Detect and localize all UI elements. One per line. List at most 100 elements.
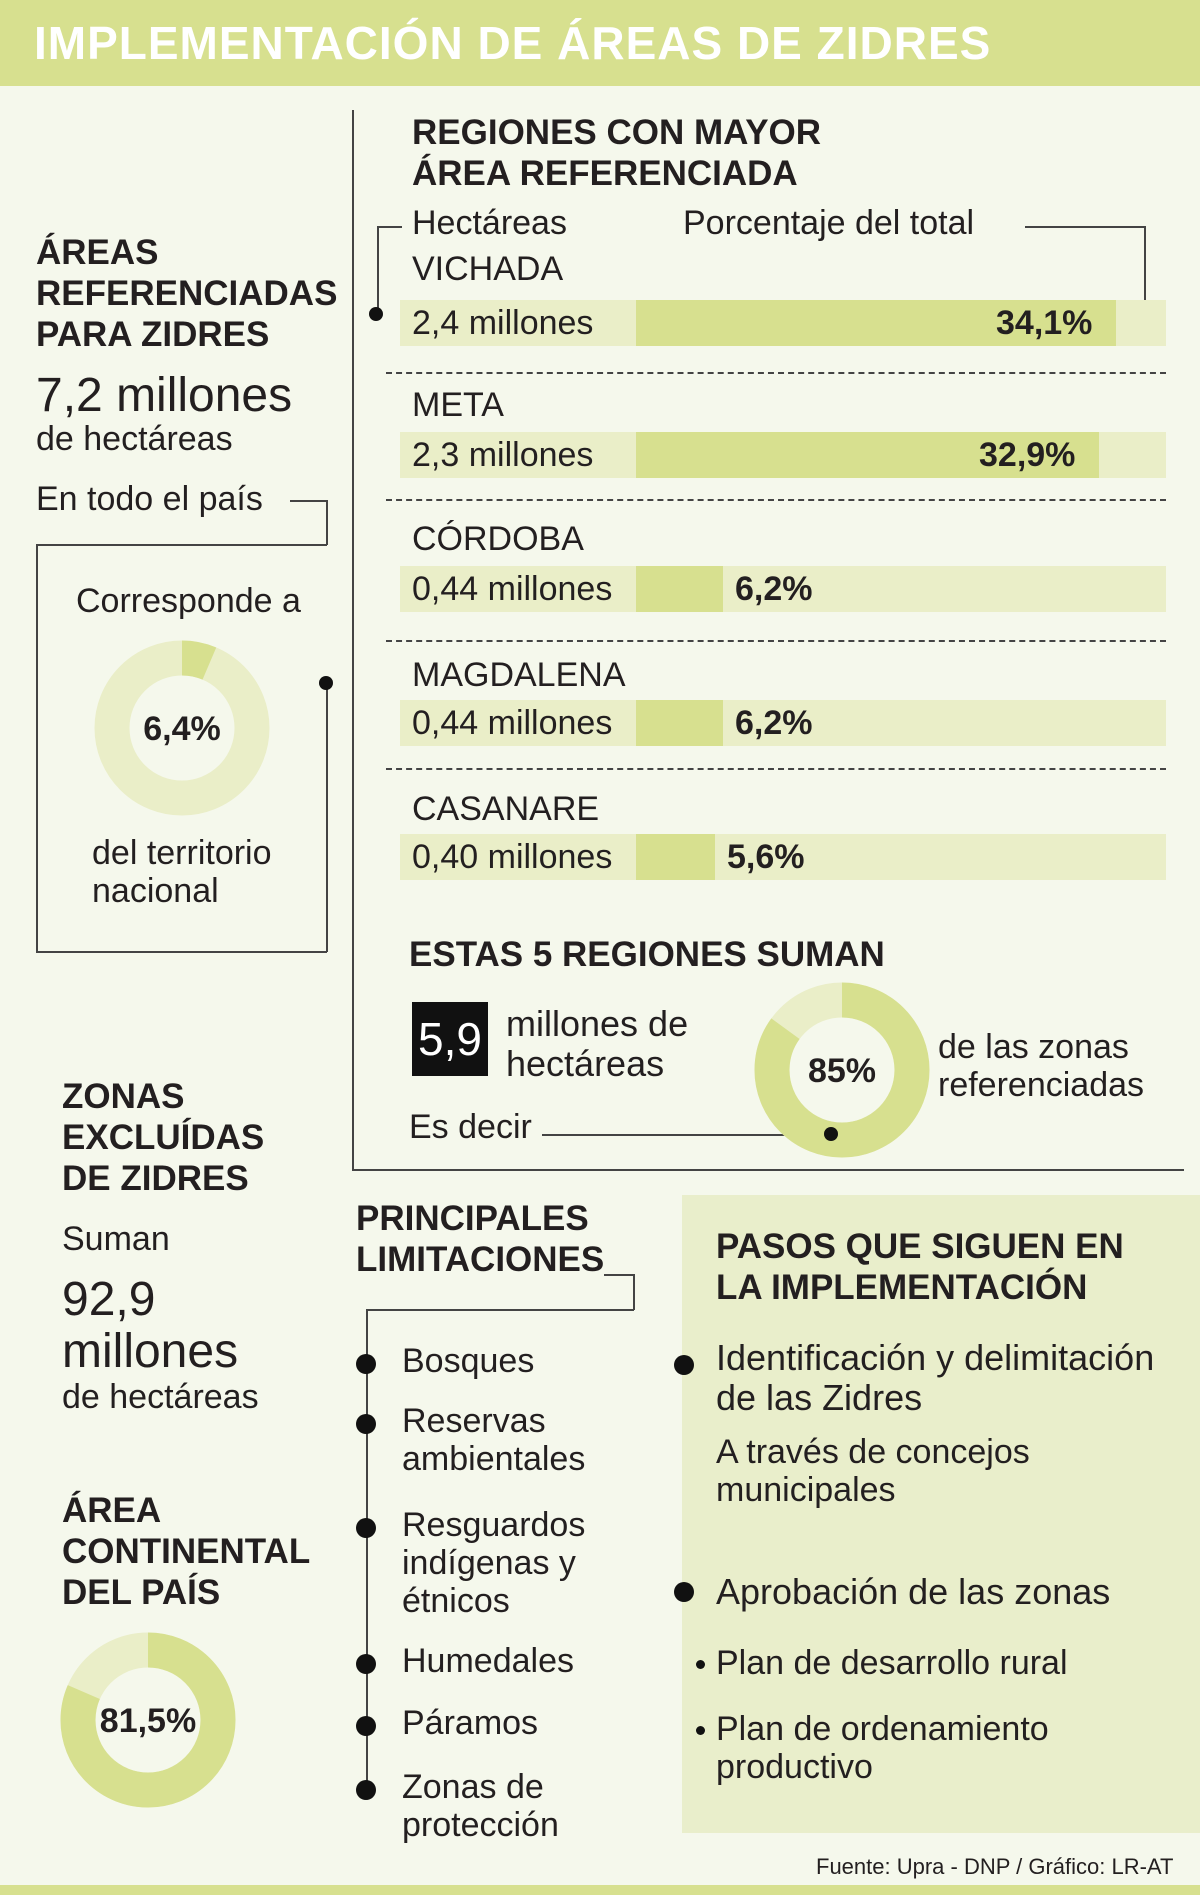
region-name: CÓRDOBA	[412, 520, 584, 558]
bar-track	[400, 834, 1166, 880]
region-name: CASANARE	[412, 790, 600, 828]
areas-value: 7,2 millones	[36, 369, 293, 422]
row-divider	[386, 640, 1166, 642]
donut-segment	[94, 640, 270, 816]
connector-line	[633, 1274, 635, 1310]
suman-value: 5,9	[418, 1013, 482, 1065]
bar	[636, 834, 715, 880]
excluidas-value-unit: millones	[62, 1325, 239, 1378]
hectareas-label: 0,44 millones	[412, 570, 613, 608]
pasos-heading: PASOS QUE SIGUEN EN LA IMPLEMENTACIÓN	[716, 1227, 1124, 1307]
box-left-border	[36, 544, 38, 952]
box-top-border	[36, 544, 327, 546]
limitaciones-heading: PRINCIPALES LIMITACIONES	[356, 1199, 605, 1279]
bullet-dot	[696, 1726, 705, 1735]
region-name: META	[412, 386, 504, 424]
limitacion-item: Bosques	[402, 1342, 535, 1380]
hectareas-label: 0,44 millones	[412, 704, 613, 742]
continental-heading: ÁREA CONTINENTAL DEL PAÍS	[62, 1491, 310, 1612]
hectareas-label: 2,3 millones	[412, 436, 594, 474]
limitaciones-timeline	[366, 1309, 368, 1789]
pasos-step2: Aprobación de las zonas	[716, 1571, 1111, 1612]
col-porcentaje: Porcentaje del total	[683, 204, 975, 242]
connector-dot	[369, 307, 383, 321]
suman-value-box	[412, 1002, 488, 1076]
excluidas-heading: ZONAS EXCLUÍDAS DE ZIDRES	[62, 1077, 265, 1198]
areas-heading: ÁREAS REFERENCIADAS PARA ZIDRES	[36, 233, 338, 354]
bar-track	[400, 700, 1166, 746]
bar-value-label: 34,1%	[996, 304, 1093, 342]
pasos-step2-item: Plan de ordenamiento productivo	[716, 1710, 1049, 1786]
suman-heading: ESTAS 5 REGIONES SUMAN	[409, 935, 885, 974]
footer-band	[0, 1885, 1200, 1895]
limitacion-item: Reservas ambientales	[402, 1402, 586, 1478]
donut-label: 6,4%	[143, 710, 221, 748]
bar	[636, 700, 723, 746]
page-title: IMPLEMENTACIÓN DE ÁREAS DE ZIDRES	[34, 17, 992, 69]
connector-dot	[824, 1127, 838, 1141]
bullet-dot	[356, 1716, 376, 1736]
divider-horizontal	[352, 1169, 1184, 1171]
limitacion-item: Zonas de protección	[402, 1768, 559, 1844]
connector-line	[1144, 226, 1146, 312]
region-name: MAGDALENA	[412, 656, 626, 694]
pasos-step2-item: Plan de desarrollo rural	[716, 1644, 1068, 1682]
bullet-dot	[356, 1518, 376, 1538]
bullet-dot	[356, 1654, 376, 1674]
connector-line	[377, 226, 402, 228]
areas-territorio: del territorio nacional	[92, 834, 272, 910]
bar-value-label: 6,2%	[735, 570, 813, 608]
bar	[636, 300, 1116, 346]
suman-unit: millones de hectáreas	[506, 1003, 689, 1084]
connector-line	[326, 500, 328, 545]
continental-donut: 81,5%	[60, 1632, 236, 1808]
regiones-heading: REGIONES CON MAYOR ÁREA REFERENCIADA	[412, 113, 822, 193]
excluidas-suman: Suman	[62, 1220, 170, 1258]
bar-value-label: 5,6%	[727, 838, 805, 876]
bar	[636, 566, 723, 612]
donut-segment	[60, 1632, 236, 1808]
col-hectareas: Hectáreas	[412, 204, 567, 242]
connector-line	[290, 500, 327, 502]
connector-line	[604, 1274, 634, 1276]
donut-label: 81,5%	[100, 1702, 196, 1740]
title-banner	[0, 0, 1200, 86]
limitacion-item: Humedales	[402, 1642, 574, 1680]
donut-label: 85%	[808, 1052, 876, 1090]
bar-track	[400, 566, 1166, 612]
bullet-dot	[674, 1355, 694, 1375]
excluidas-value: 92,9	[62, 1273, 156, 1326]
excluidas-unit: de hectáreas	[62, 1378, 259, 1416]
suman-donut: 85%	[754, 982, 930, 1158]
box-right-border	[326, 684, 328, 952]
donut-segment	[754, 982, 930, 1158]
connector-dot	[319, 676, 333, 690]
connector-line	[542, 1134, 830, 1136]
connector-line	[1025, 226, 1145, 228]
box-bottom-border	[36, 951, 327, 953]
bullet-dot	[696, 1660, 705, 1669]
hectareas-label: 2,4 millones	[412, 304, 594, 342]
pasos-step1: Identificación y delimitación de las Zid…	[716, 1337, 1155, 1418]
areas-unit: de hectáreas	[36, 420, 233, 458]
areas-scope: En todo el país	[36, 480, 263, 518]
pasos-step1-note: A través de concejos municipales	[716, 1433, 1030, 1509]
hectareas-label: 0,40 millones	[412, 838, 613, 876]
suman-zonas: de las zonas referenciadas	[938, 1028, 1145, 1104]
source-credit: Fuente: Upra - DNP / Gráfico: LR-AT	[816, 1854, 1174, 1879]
bullet-dot	[674, 1582, 694, 1602]
bar	[636, 432, 1099, 478]
bullet-dot	[356, 1414, 376, 1434]
territorio-donut: 6,4%	[94, 640, 270, 816]
limitacion-item: Páramos	[402, 1704, 539, 1742]
row-divider	[386, 372, 1166, 374]
bar-value-label: 6,2%	[735, 704, 813, 742]
region-name: VICHADA	[412, 250, 564, 288]
bullet-dot	[356, 1354, 376, 1374]
limitacion-item: Resguardos indígenas y étnicos	[402, 1506, 586, 1620]
suman-es-decir: Es decir	[409, 1108, 532, 1146]
row-divider	[386, 499, 1166, 501]
connector-line	[366, 1309, 634, 1311]
row-divider	[386, 768, 1166, 770]
divider-vertical	[352, 110, 354, 1170]
